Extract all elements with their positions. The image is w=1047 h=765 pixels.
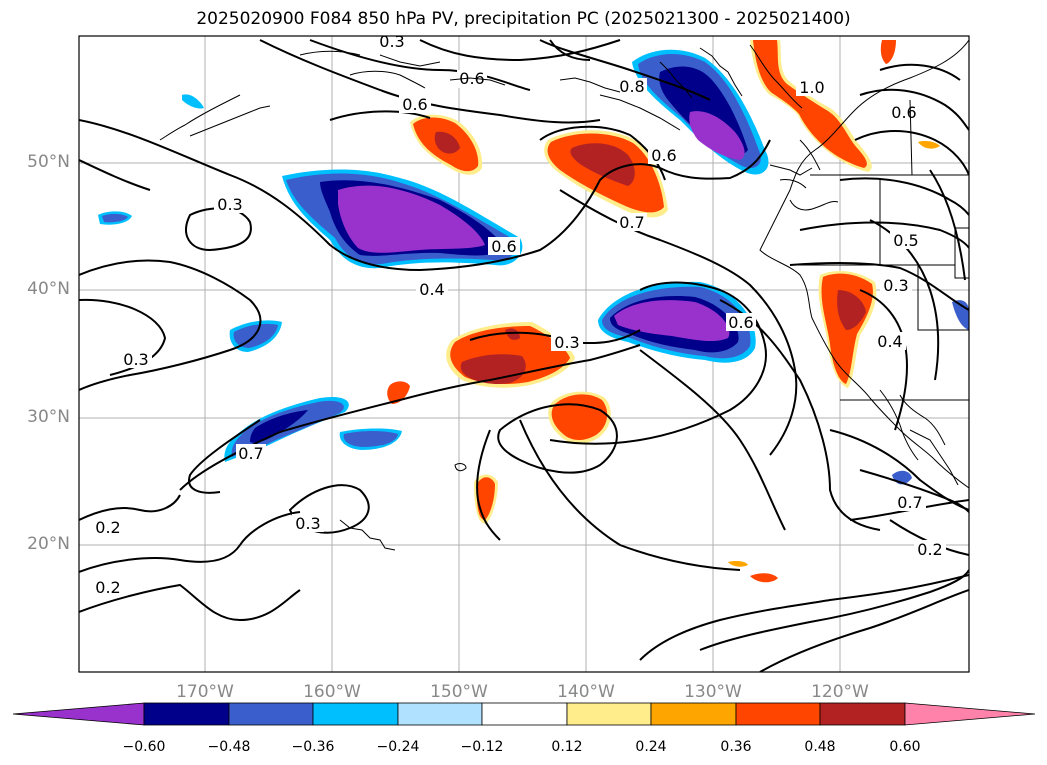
colorbar-tick-label: −0.12	[460, 739, 504, 755]
colorbar-tick-label: 0.48	[804, 739, 836, 755]
lat-label: 30°N	[27, 407, 70, 427]
colorbar-segment	[12, 702, 145, 726]
lat-label: 40°N	[27, 279, 70, 299]
contour-label: 0.2	[95, 518, 120, 537]
lat-label: 50°N	[27, 152, 70, 172]
contour-label: 0.3	[217, 195, 242, 214]
colorbar-segment	[735, 702, 821, 726]
lon-label: 170°W	[176, 682, 234, 702]
contour-label: 0.4	[877, 332, 902, 351]
lon-label: 160°W	[303, 682, 361, 702]
negative-precip-areas	[98, 49, 969, 485]
colorbar	[12, 702, 1036, 726]
lat-label: 20°N	[27, 534, 70, 554]
contour-label: 0.2	[917, 540, 942, 559]
contour-label-bg	[92, 70, 946, 596]
contour-label: 0.2	[95, 578, 120, 597]
colorbar-tick-label: 0.24	[635, 739, 667, 755]
colorbar-segment	[650, 702, 737, 726]
map-frame	[78, 35, 970, 673]
colorbar-tick-label: 0.12	[551, 739, 583, 755]
contour-label: 0.8	[619, 77, 644, 96]
colorbar-tick-label: −0.24	[376, 739, 420, 755]
contour-label: 0.3	[883, 276, 908, 295]
contour-label: 1.0	[799, 78, 824, 97]
pv-contours	[79, 39, 969, 672]
lon-label: 130°W	[684, 682, 742, 702]
contour-label: 0.7	[238, 444, 263, 463]
positive-precip-areas	[387, 40, 940, 583]
colorbar-segment	[904, 702, 1036, 726]
colorbar-tick-label: −0.60	[122, 739, 166, 755]
contour-label: 0.3	[379, 32, 404, 51]
colorbar-segment	[312, 702, 399, 726]
chart-title: 2025020900 F084 850 hPa PV, precipitatio…	[196, 9, 851, 29]
contour-label: 0.6	[402, 95, 427, 114]
colorbar-segment	[397, 702, 483, 726]
contour-label: 0.5	[893, 231, 918, 250]
contour-label: 0.3	[554, 333, 579, 352]
colorbar-segment	[228, 702, 314, 726]
colorbar-segment	[481, 702, 568, 726]
colorbar-segment	[143, 702, 230, 726]
coastlines	[159, 39, 969, 551]
colorbar-tick-label: −0.36	[291, 739, 335, 755]
contour-label: 0.6	[891, 103, 916, 122]
colorbar-tick-label: 0.36	[720, 739, 752, 755]
contour-label: 0.6	[491, 237, 516, 256]
colorbar-tick-label: −0.48	[207, 739, 251, 755]
contour-label: 0.6	[651, 146, 676, 165]
contour-label: 0.6	[728, 313, 753, 332]
contour-label: 0.6	[459, 69, 484, 88]
lon-label: 140°W	[557, 682, 615, 702]
lon-label: 120°W	[811, 682, 869, 702]
contour-label: 0.3	[123, 350, 148, 369]
lon-label: 150°W	[430, 682, 488, 702]
colorbar-tick-label: 0.60	[889, 739, 921, 755]
contour-label: 0.7	[897, 493, 922, 512]
contour-label: 0.4	[419, 280, 444, 299]
colorbar-segment	[819, 702, 906, 726]
contour-label: 0.3	[295, 514, 320, 533]
contour-label: 0.7	[619, 213, 644, 232]
colorbar-segment	[566, 702, 652, 726]
contour-labels: 0.6 0.6 0.8 1.0 0.6 0.6 0.3 0.6 0.7 0.5 …	[95, 32, 942, 597]
